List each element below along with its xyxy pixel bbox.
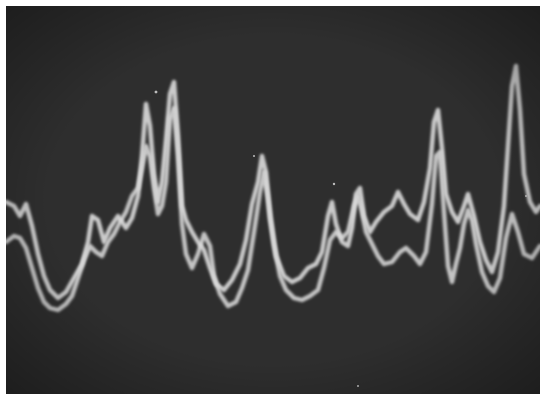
- oscilloscope-screen: [6, 6, 540, 394]
- oscilloscope-traces: [6, 6, 540, 394]
- screen-vignette: [6, 6, 540, 394]
